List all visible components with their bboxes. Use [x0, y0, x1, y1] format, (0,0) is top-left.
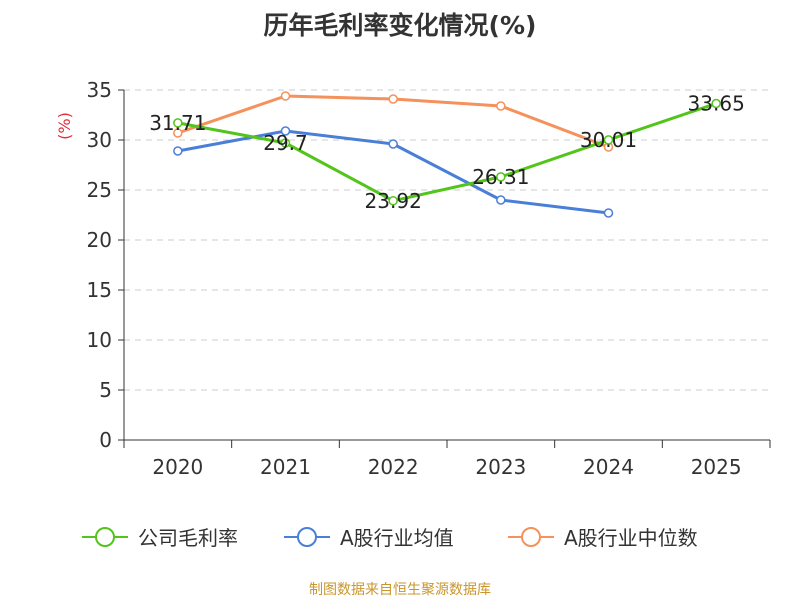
x-tick-label: 2020 — [152, 455, 203, 479]
data-point — [388, 196, 398, 206]
legend-marker — [95, 527, 115, 547]
x-tick-label: 2025 — [691, 455, 742, 479]
legend-marker — [297, 527, 317, 547]
data-point — [173, 146, 183, 156]
grid-lines — [124, 89, 770, 391]
data-label: 30.01 — [580, 128, 637, 152]
legend-marker — [521, 527, 541, 547]
data-label: 23.92 — [365, 189, 422, 213]
series-layer — [173, 91, 721, 218]
data-point — [603, 208, 614, 218]
data-point — [496, 101, 506, 111]
data-point — [496, 172, 506, 182]
chart-title: 历年毛利率变化情况(%) — [263, 11, 537, 40]
x-tick-label: 2023 — [475, 455, 526, 479]
y-tick-label: 15 — [87, 278, 112, 302]
y-tick-label: 10 — [87, 328, 112, 352]
data-point — [280, 138, 291, 148]
data-point — [711, 98, 721, 109]
data-point — [280, 126, 291, 136]
x-tick-label: 2022 — [368, 455, 419, 479]
data-label: 29.7 — [263, 131, 308, 155]
y-tick-label: 0 — [99, 428, 112, 452]
y-tick-label: 25 — [87, 178, 112, 202]
legend: 公司毛利率 A股行业均值 A股行业中位数 — [82, 526, 698, 550]
y-tick-label: 5 — [99, 378, 112, 402]
data-label: 31.71 — [149, 111, 206, 135]
data-label: 26.31 — [472, 165, 529, 189]
data-point — [388, 139, 398, 149]
series-line — [177, 102, 717, 203]
legend-label: 公司毛利率 — [138, 526, 238, 550]
data-point — [280, 91, 291, 101]
x-tick-label: 2024 — [583, 455, 634, 479]
footer-source: 制图数据来自恒生聚源数据库 — [309, 582, 491, 598]
legend-label: A股行业均值 — [340, 526, 454, 550]
data-point — [173, 128, 183, 138]
y-tick-label: 20 — [87, 228, 112, 252]
data-point — [388, 94, 398, 104]
data-point — [603, 135, 614, 145]
y-tick-label: 30 — [87, 128, 112, 152]
data-point — [496, 195, 506, 205]
x-tick-label: 2021 — [260, 455, 311, 479]
data-labels: 31.71 29.7 23.92 26.31 30.01 33.65 — [149, 92, 745, 213]
legend-label: A股行业中位数 — [564, 526, 698, 550]
y-axis-title: (%) — [55, 112, 74, 140]
y-tick-label: 35 — [87, 78, 112, 102]
data-label: 33.65 — [688, 92, 745, 116]
data-point — [173, 118, 183, 128]
